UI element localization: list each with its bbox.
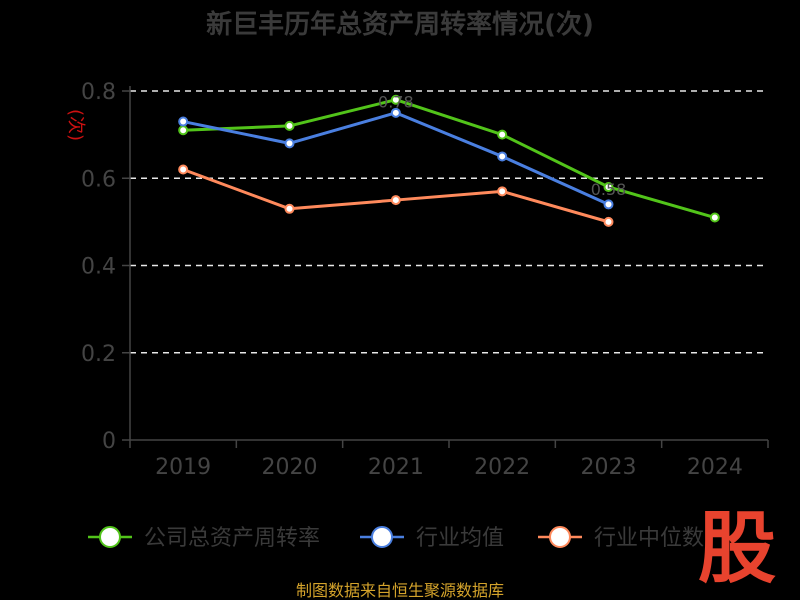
series-layer: 0.78 0.58 — [178, 93, 720, 227]
data-label: 0.78 — [378, 93, 414, 112]
logo-mark: 股 — [698, 504, 776, 594]
data-point[interactable] — [390, 107, 401, 118]
x-tick-label: 2019 — [155, 455, 211, 480]
data-point[interactable] — [178, 116, 189, 127]
axis-layer: 0 0.2 0.4 0.6 0.8 2019 2020 2021 2022 2023 2024 — [81, 80, 769, 480]
data-point[interactable] — [709, 212, 720, 223]
legend[interactable]: 公司总资产周转率 行业均值 行业中位数 — [88, 526, 704, 551]
data-point[interactable] — [390, 195, 401, 206]
x-tick-label: 2023 — [581, 455, 637, 480]
data-point[interactable] — [284, 120, 295, 131]
data-point[interactable] — [603, 181, 614, 192]
data-point[interactable] — [603, 199, 614, 210]
chart-title: 新巨丰历年总资产周转率情况(次) — [206, 9, 594, 40]
data-point[interactable] — [497, 129, 508, 140]
data-point[interactable] — [390, 94, 401, 105]
legend-item-label[interactable]: 行业中位数 — [594, 526, 704, 551]
legend-marker[interactable] — [549, 526, 571, 548]
y-tick-label: 0.4 — [81, 255, 116, 280]
data-source-note: 制图数据来自恒生聚源数据库 — [296, 581, 504, 600]
legend-marker[interactable] — [371, 526, 393, 548]
y-tick-label: 0 — [102, 429, 116, 454]
data-point[interactable] — [284, 138, 295, 149]
legend-item-label[interactable]: 公司总资产周转率 — [144, 526, 320, 551]
series-line-0 — [183, 98, 716, 219]
legend-item-label[interactable]: 行业均值 — [416, 526, 504, 551]
x-tick-label: 2021 — [368, 455, 424, 480]
y-tick-label: 0.2 — [81, 342, 116, 367]
y-axis-unit: (次) — [65, 109, 86, 141]
x-tick-label: 2022 — [474, 455, 530, 480]
data-point[interactable] — [497, 151, 508, 162]
data-point[interactable] — [603, 216, 614, 227]
legend-marker[interactable] — [99, 526, 121, 548]
data-point[interactable] — [284, 203, 295, 214]
data-point[interactable] — [497, 186, 508, 197]
data-point[interactable] — [178, 164, 189, 175]
data-label: 0.58 — [591, 180, 627, 199]
y-tick-label: 0.8 — [81, 80, 116, 105]
grid-layer — [130, 90, 768, 354]
x-tick-label: 2020 — [262, 455, 318, 480]
data-point[interactable] — [178, 125, 189, 136]
y-tick-label: 0.6 — [81, 167, 116, 192]
x-tick-label: 2024 — [687, 455, 743, 480]
